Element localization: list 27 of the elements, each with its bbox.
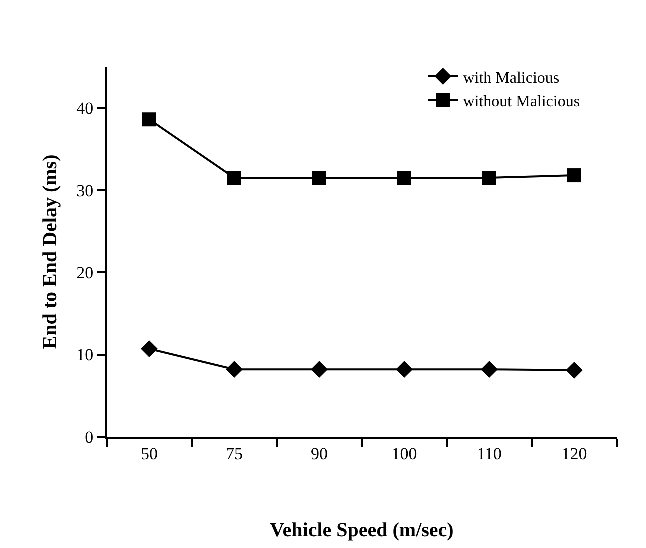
x-axis-title: Vehicle Speed (m/sec) — [270, 519, 454, 542]
y-axis-title: End to End Delay (ms) — [40, 154, 62, 350]
legend-label: without Malicious — [463, 94, 580, 111]
point — [482, 171, 496, 185]
point — [568, 168, 582, 183]
x-tick-label: 100 — [392, 444, 418, 464]
x-tick-label: 110 — [477, 444, 502, 464]
point — [312, 171, 326, 185]
x-tick-label: 75 — [226, 444, 243, 464]
point — [226, 361, 243, 378]
point — [398, 171, 412, 185]
x-tick-label: 90 — [311, 444, 328, 464]
point — [566, 362, 583, 379]
point — [142, 112, 156, 127]
point — [141, 340, 158, 358]
point — [396, 361, 413, 378]
point — [311, 361, 328, 378]
y-tick-label: 20 — [76, 264, 94, 283]
y-tick-label: 30 — [76, 181, 94, 200]
y-tick-label: 0 — [85, 428, 94, 447]
legend-label: with Malicious — [463, 70, 560, 87]
point — [228, 171, 242, 185]
x-tick-label: 120 — [562, 444, 588, 464]
y-tick-label: 10 — [76, 346, 94, 365]
y-tick-label: 40 — [76, 99, 94, 118]
x-tick-label: 50 — [141, 444, 158, 464]
point — [481, 361, 498, 378]
